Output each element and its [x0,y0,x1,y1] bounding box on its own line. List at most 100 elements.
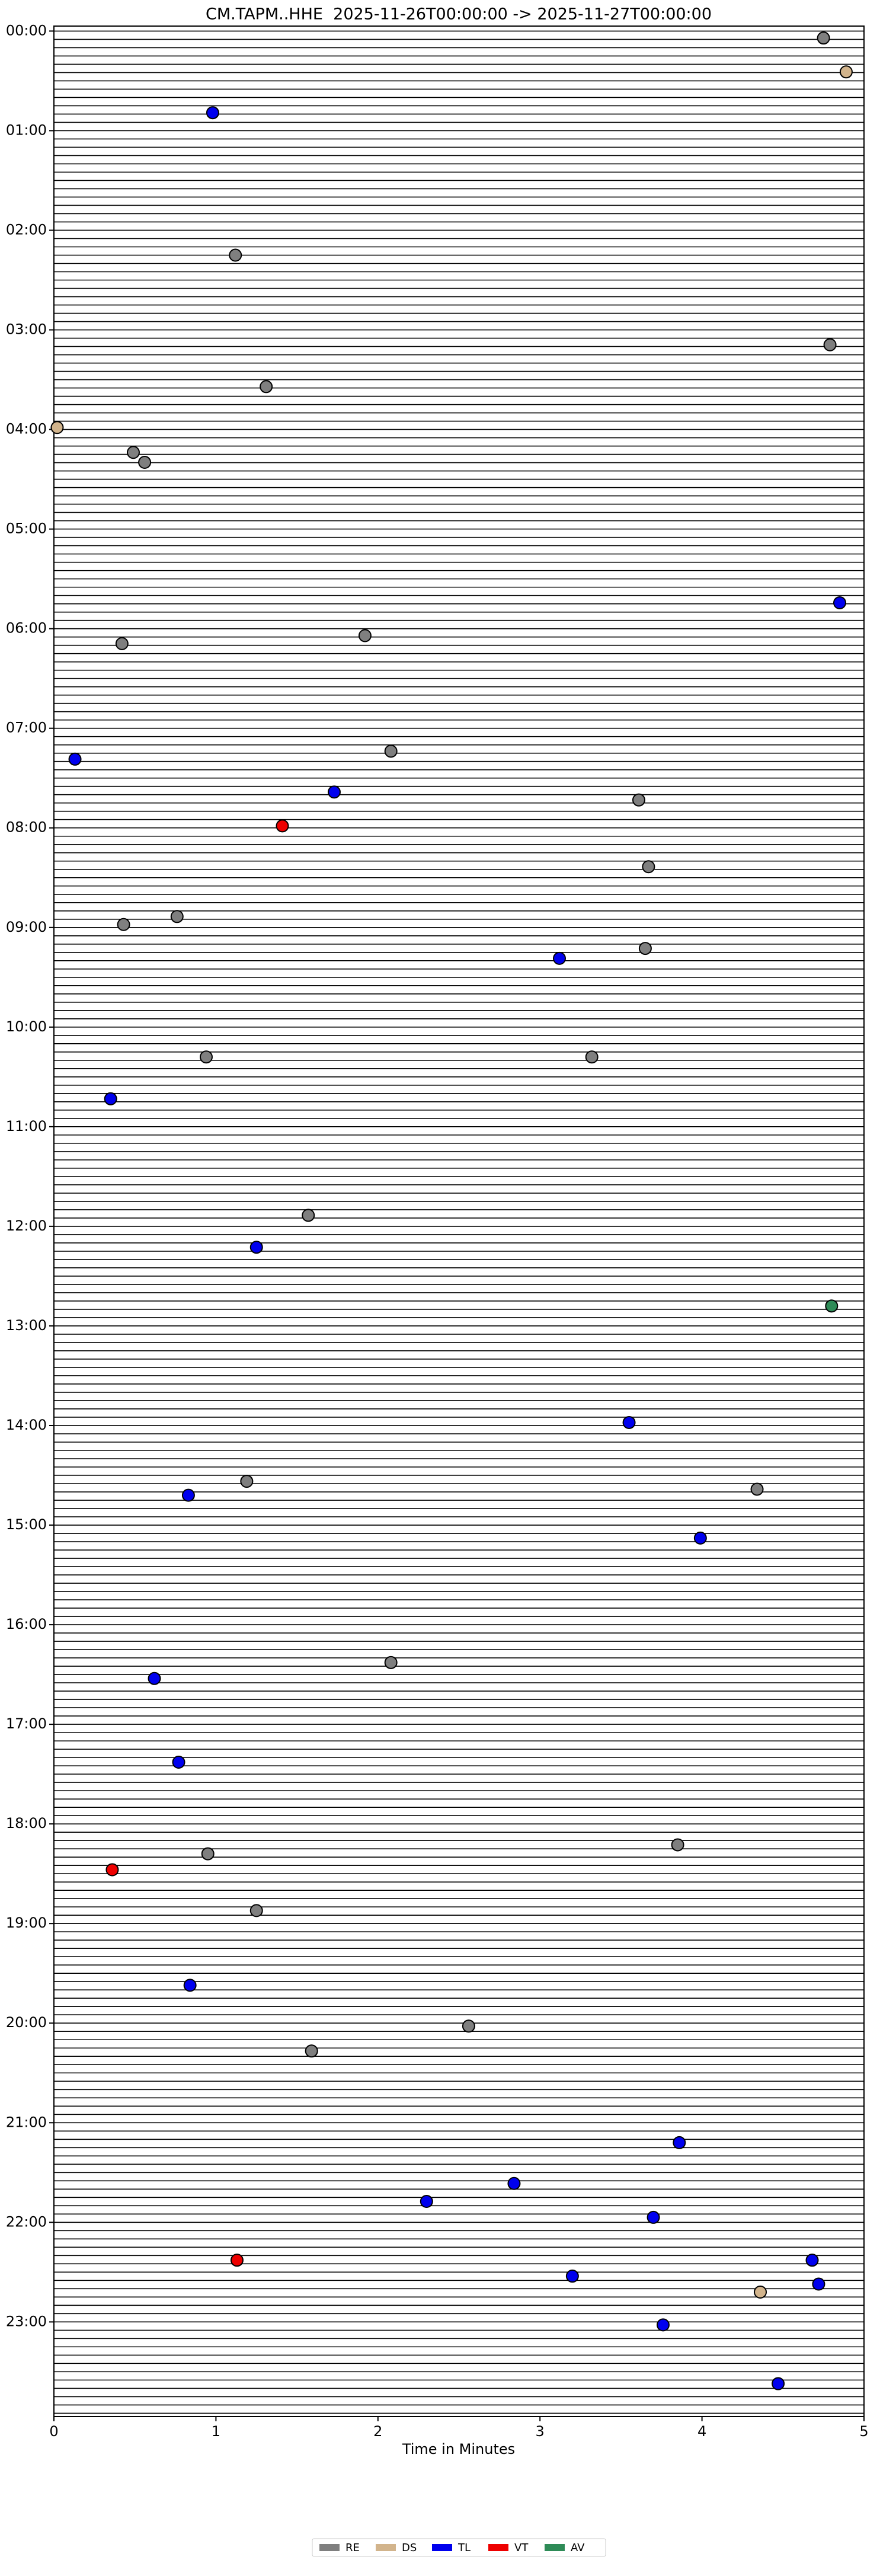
event-marker [249,1904,263,1917]
event-marker [772,2377,785,2390]
event-marker [671,1838,684,1852]
y-tick-label: 10:00 [6,1018,47,1035]
event-marker [50,421,64,434]
event-marker [632,793,645,807]
event-marker [622,1415,636,1429]
legend-swatch [376,2544,396,2551]
y-tick-label: 13:00 [6,1317,47,1334]
event-marker [183,1979,197,1992]
event-marker [565,2270,579,2283]
legend-swatch [488,2544,508,2551]
x-axis-label: Time in Minutes [402,2441,515,2457]
event-marker [302,1209,315,1222]
event-marker [117,918,130,931]
event-marker [138,456,152,469]
event-marker [462,2019,475,2033]
event-marker [839,65,853,79]
chart-title: CM.TAPM..HHE 2025-11-26T00:00:00 -> 2025… [206,5,712,24]
event-marker [817,31,830,45]
event-marker [585,1050,599,1064]
legend-swatch [432,2544,452,2551]
y-tick-label: 15:00 [6,1516,47,1533]
plot-frame [53,25,865,2417]
event-marker [115,637,129,650]
y-tick-label: 01:00 [6,122,47,138]
event-marker [249,1241,263,1254]
event-marker [206,106,219,120]
event-marker [104,1092,117,1105]
event-marker [240,1475,254,1488]
y-tick-label: 02:00 [6,221,47,238]
event-marker [68,752,82,766]
y-tick-label: 12:00 [6,1217,47,1234]
y-tick-label: 14:00 [6,1417,47,1433]
y-tick-label: 17:00 [6,1715,47,1732]
y-tick-label: 03:00 [6,321,47,338]
event-marker [642,860,655,874]
y-tick-label: 06:00 [6,620,47,637]
event-marker [305,2044,318,2058]
y-tick-label: 16:00 [6,1616,47,1632]
y-tick-label: 04:00 [6,421,47,437]
event-marker [384,1655,398,1669]
x-tick-label: 3 [536,2423,545,2440]
legend-label: AV [571,2542,585,2554]
event-marker [833,596,846,609]
event-marker [170,910,184,923]
event-marker [750,1482,764,1496]
event-marker [805,2254,819,2267]
event-marker [199,1050,213,1064]
event-marker [673,2136,686,2149]
x-tick-label: 5 [859,2423,868,2440]
event-marker [201,1847,215,1861]
event-marker [825,1299,839,1313]
legend-swatch [319,2544,340,2551]
event-marker [172,1755,185,1769]
y-tick-label: 07:00 [6,720,47,736]
event-marker [148,1671,161,1685]
legend-label: DS [402,2542,417,2554]
legend-label: TL [457,2542,471,2554]
y-tick-label: 11:00 [6,1118,47,1134]
event-marker [812,2277,825,2291]
x-tick-label: 4 [697,2423,706,2440]
y-tick-label: 00:00 [6,22,47,39]
legend-box [312,2538,606,2557]
y-tick-label: 23:00 [6,2313,47,2329]
event-marker [105,1863,119,1877]
y-tick-label: 08:00 [6,819,47,836]
x-tick-label: 0 [49,2423,58,2440]
event-marker [638,942,652,955]
legend-label: VT [514,2542,529,2554]
y-tick-label: 18:00 [6,1815,47,1832]
event-marker [553,951,567,965]
x-tick-label: 1 [212,2423,220,2440]
y-tick-label: 19:00 [6,1915,47,1931]
event-marker [126,446,140,459]
event-marker [276,819,289,833]
event-marker [754,2285,767,2299]
legend-swatch [545,2544,565,2551]
legend-label: RE [345,2542,360,2554]
x-tick-label: 2 [373,2423,382,2440]
event-marker [260,380,273,394]
y-tick-label: 22:00 [6,2213,47,2230]
event-marker [358,629,372,643]
event-marker [384,744,398,758]
event-marker [181,1488,195,1502]
event-marker [647,2210,660,2224]
y-tick-label: 21:00 [6,2114,47,2130]
event-marker [327,785,341,799]
event-marker [656,2318,670,2332]
event-marker [230,2254,244,2267]
traces [54,30,864,2414]
y-tick-label: 05:00 [6,520,47,537]
y-tick-label: 09:00 [6,919,47,935]
y-tick-label: 20:00 [6,2014,47,2031]
event-marker [229,248,242,262]
event-marker [823,338,837,351]
event-marker [420,2195,433,2209]
event-marker [507,2177,521,2190]
event-marker [693,1531,707,1545]
